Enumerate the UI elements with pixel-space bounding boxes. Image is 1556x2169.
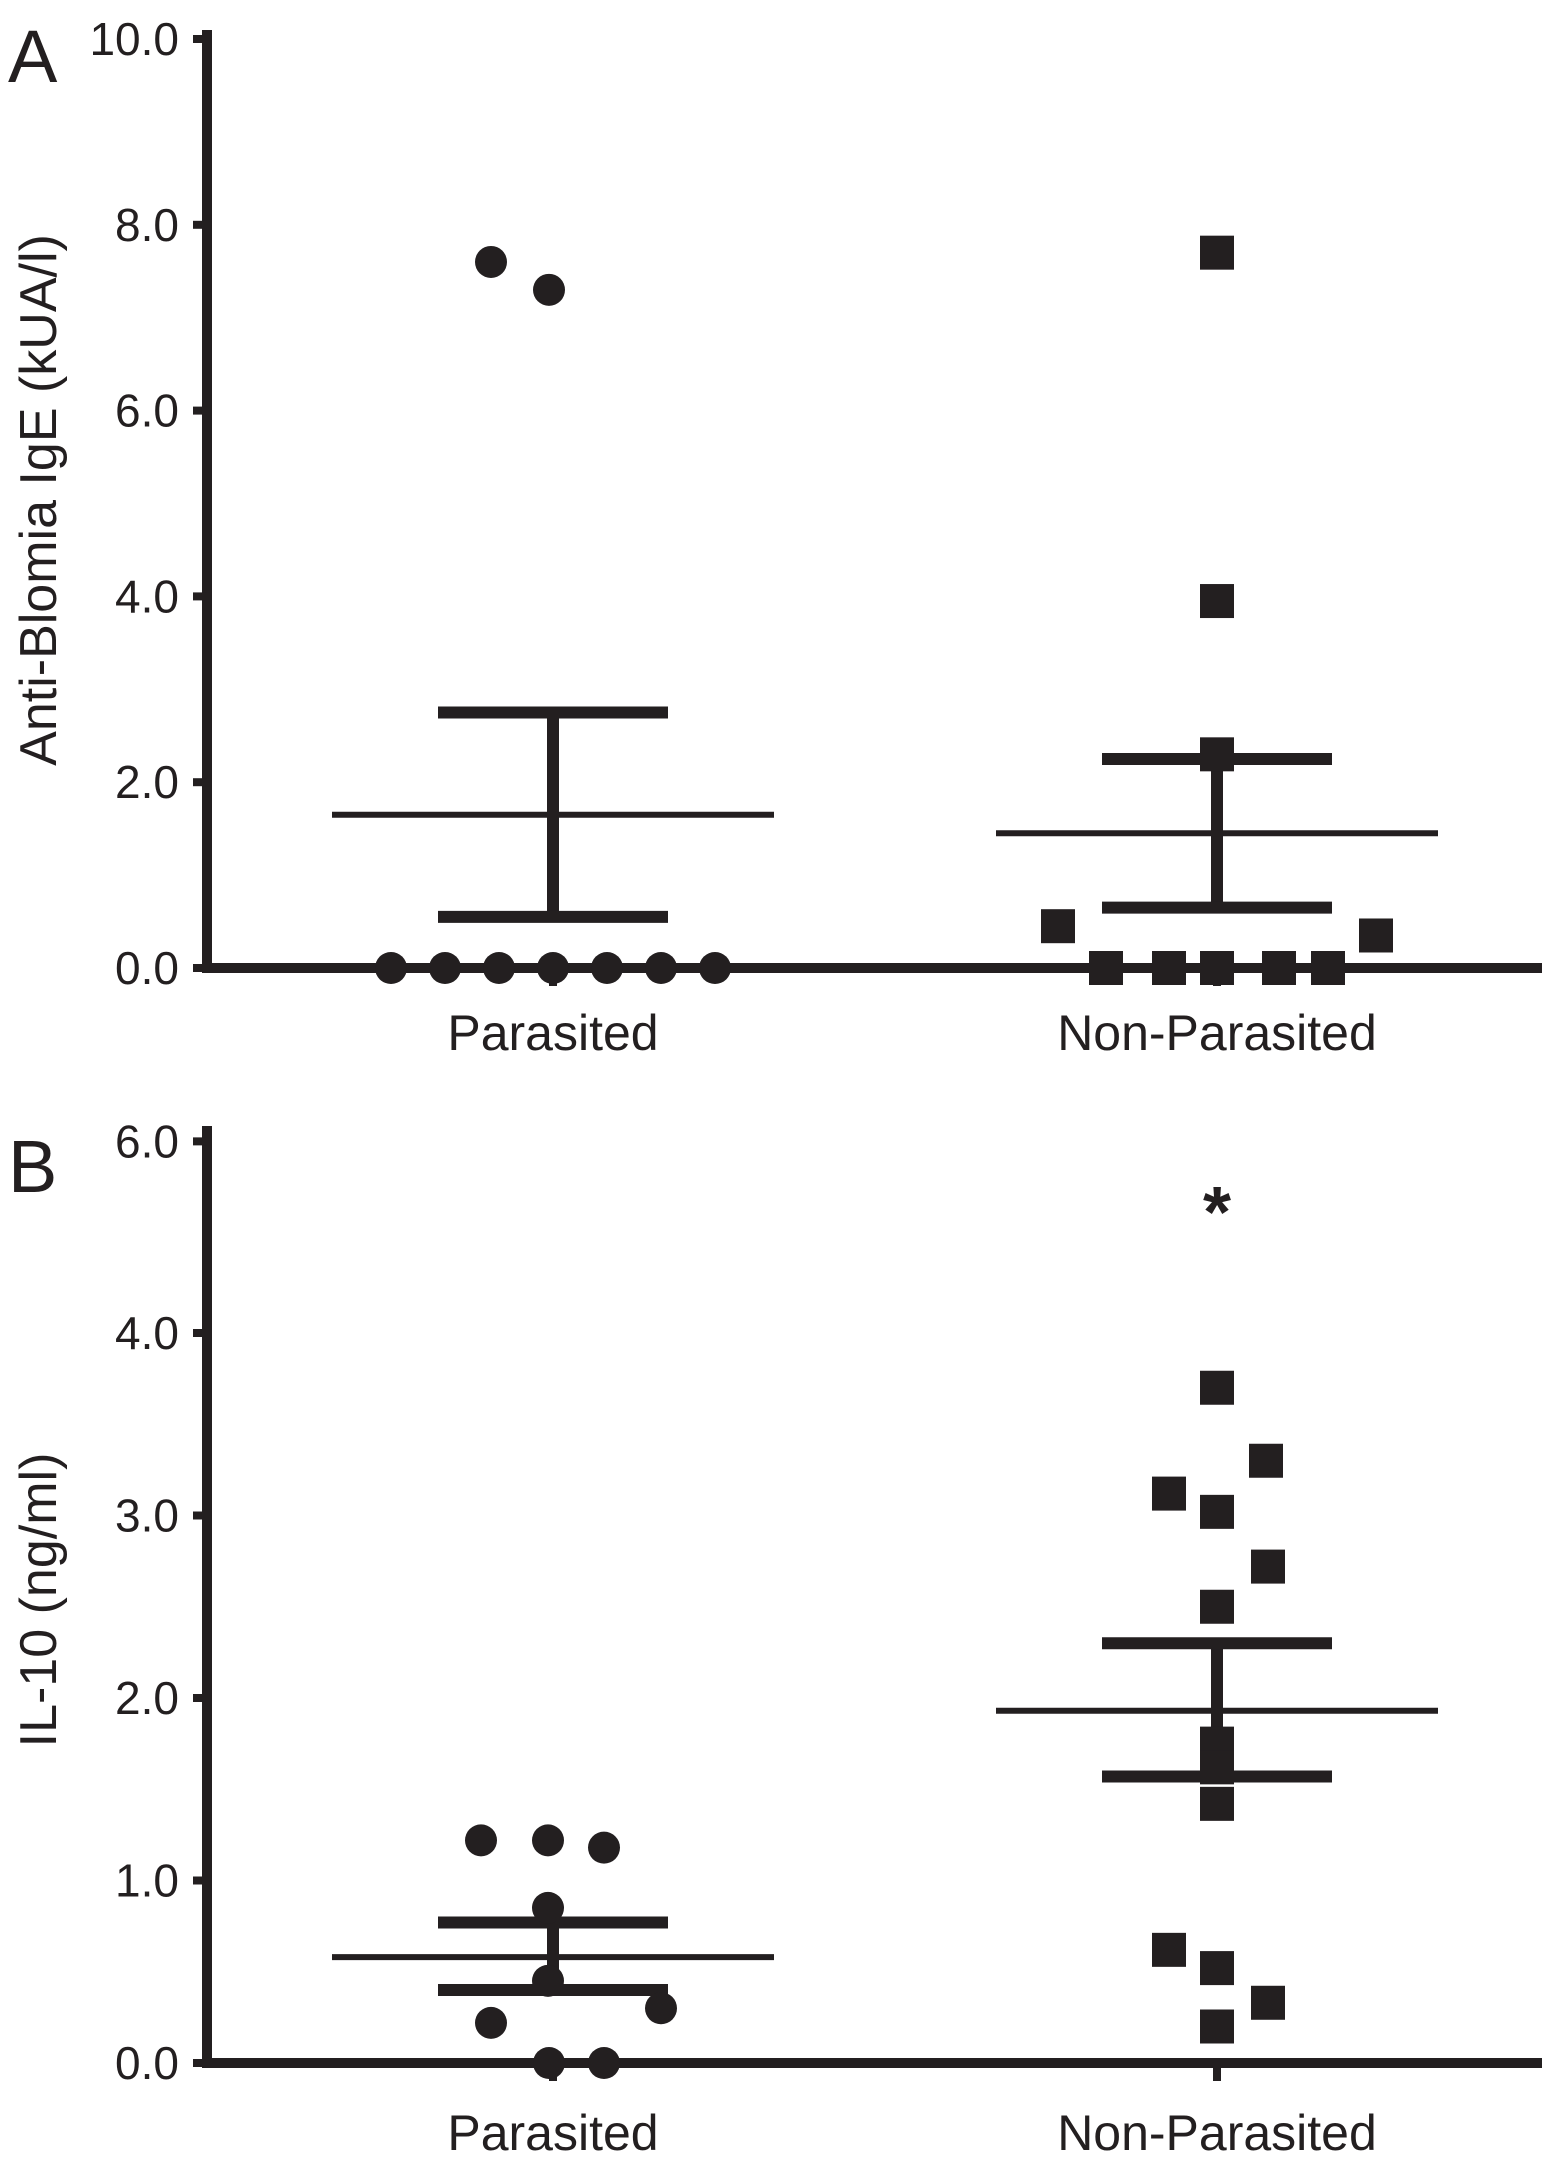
data-point-square bbox=[1200, 1786, 1234, 1821]
data-point-square bbox=[1200, 951, 1234, 985]
data-point-circle bbox=[532, 1824, 564, 1857]
data-point-circle bbox=[475, 2006, 507, 2039]
data-point-square bbox=[1200, 1370, 1234, 1405]
data-point-square bbox=[1200, 737, 1234, 772]
data-point-square bbox=[1200, 1589, 1234, 1624]
y-tick-label: 10.0 bbox=[89, 13, 179, 65]
y-axis-label: IL-10 (ng/ml) bbox=[10, 1453, 68, 1748]
category-label: Parasited bbox=[447, 1005, 658, 1061]
category-label: Parasited bbox=[447, 2105, 658, 2161]
data-point-square bbox=[1152, 1476, 1186, 1511]
data-point-circle bbox=[645, 1992, 677, 2025]
data-point-square bbox=[1200, 1494, 1234, 1529]
data-point-circle bbox=[591, 952, 623, 984]
data-point-circle bbox=[537, 952, 569, 984]
y-tick-label: 4.0 bbox=[115, 570, 179, 622]
significance-asterisk: * bbox=[1203, 1173, 1231, 1253]
y-tick-label: 4.0 bbox=[115, 1307, 179, 1359]
y-tick-label: 0.0 bbox=[115, 2037, 179, 2089]
y-tick-label: 2.0 bbox=[115, 756, 179, 808]
data-point-square bbox=[1262, 951, 1296, 985]
panel-label: B bbox=[8, 1125, 57, 1208]
data-point-square bbox=[1200, 1750, 1234, 1785]
y-tick-label: 2.0 bbox=[115, 1672, 179, 1724]
data-point-circle bbox=[588, 1831, 620, 1864]
data-point-circle bbox=[533, 273, 565, 306]
data-point-square bbox=[1251, 1549, 1285, 1584]
data-point-square bbox=[1089, 951, 1123, 985]
data-point-circle bbox=[533, 2047, 565, 2079]
data-point-square bbox=[1041, 909, 1075, 944]
data-point-square bbox=[1200, 2009, 1234, 2044]
data-point-square bbox=[1359, 918, 1393, 953]
data-point-square bbox=[1200, 584, 1234, 619]
y-tick-label: 6.0 bbox=[115, 1115, 179, 1167]
data-point-circle bbox=[645, 952, 677, 984]
panel-label: A bbox=[8, 15, 58, 98]
data-point-circle bbox=[475, 245, 507, 278]
data-point-circle bbox=[429, 952, 461, 984]
y-tick-label: 6.0 bbox=[115, 385, 179, 437]
data-point-circle bbox=[483, 952, 515, 984]
data-point-square bbox=[1152, 1932, 1186, 1967]
data-point-circle bbox=[375, 952, 407, 984]
data-point-circle bbox=[699, 952, 731, 984]
category-label: Non-Parasited bbox=[1057, 1005, 1377, 1061]
data-point-square bbox=[1200, 1951, 1234, 1986]
data-point-circle bbox=[465, 1824, 497, 1857]
y-tick-label: 1.0 bbox=[115, 1855, 179, 1907]
data-point-square bbox=[1200, 235, 1234, 270]
y-tick-label: 8.0 bbox=[115, 199, 179, 251]
data-point-square bbox=[1311, 951, 1345, 985]
data-point-square bbox=[1251, 1985, 1285, 2020]
y-tick-label: 0.0 bbox=[115, 942, 179, 994]
category-label: Non-Parasited bbox=[1057, 2105, 1377, 2161]
data-point-square bbox=[1152, 951, 1186, 985]
data-point-circle bbox=[532, 1891, 564, 1924]
data-point-square bbox=[1249, 1443, 1283, 1478]
y-tick-label: 3.0 bbox=[115, 1490, 179, 1542]
data-point-circle bbox=[532, 1964, 564, 1997]
data-point-circle bbox=[588, 2047, 620, 2079]
y-axis-label: Anti-Blomia IgE (kUA/l) bbox=[10, 234, 68, 766]
